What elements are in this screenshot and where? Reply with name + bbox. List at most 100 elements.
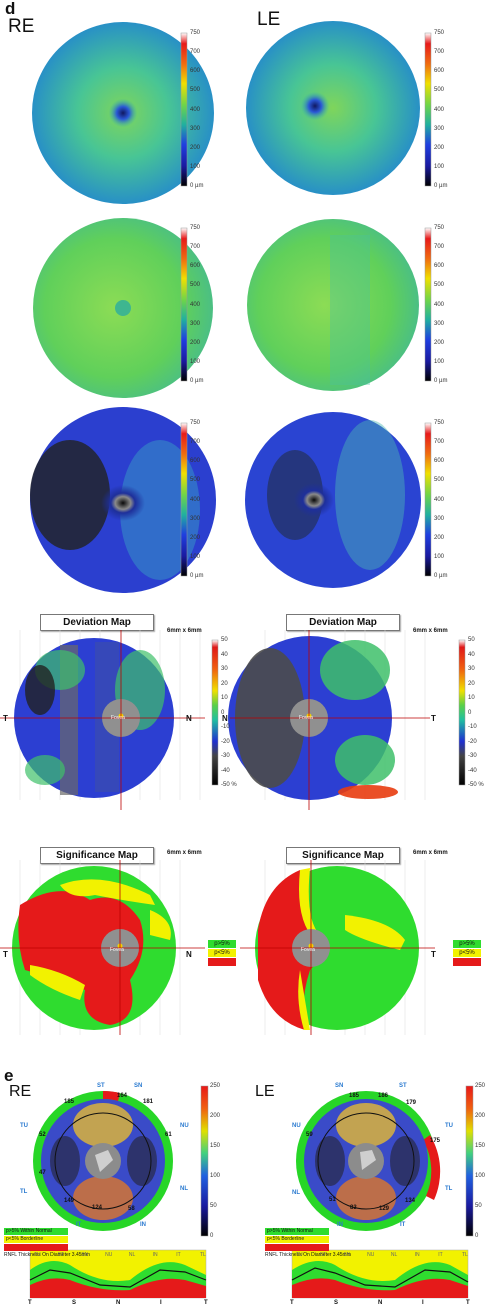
le-significance-size: 6mm x 6mm (413, 850, 448, 856)
re-deviation-fovea: Fovea (111, 715, 125, 721)
thickness-scale-0-tick: 500 (190, 87, 201, 94)
le-rnfl-scale-tick: 150 (475, 1143, 485, 1149)
deviation-maps (0, 630, 466, 810)
re-significance-fovea: Fovea (110, 947, 124, 953)
re-tsnit-sector-label: ST (57, 1252, 65, 1258)
thickness-scale-4-tick: 400 (190, 496, 201, 503)
le-tsnit-axis-label: T (466, 1300, 470, 1306)
rnfl-maps (29, 1085, 474, 1299)
thickness-scale-3-tick: 200 (434, 339, 445, 346)
le-sig-legend-outside: p<1% (453, 958, 481, 966)
thickness-scale-1-tick: 0 µm (434, 183, 448, 189)
le-tsnit-sector-label: IN (414, 1252, 420, 1258)
re-significance-map-title: Significance Map (40, 847, 154, 864)
re-deviation-scale-tick: -30 (221, 753, 230, 759)
re-tsnit-axis-label: T (28, 1300, 32, 1306)
le-value-nasal-upper: 59 (306, 1132, 313, 1138)
re-sector-in: IN (140, 1222, 146, 1228)
le-value-temporal-lower: 134 (405, 1198, 416, 1204)
le-deviation-scale-tick: -40 (468, 767, 477, 774)
re-rnfl-eye-label: RE (9, 1083, 32, 1100)
thickness-scale-3-tick: 600 (434, 263, 445, 270)
le-deviation-nasal: N (222, 714, 228, 723)
thickness-maps (30, 21, 432, 593)
le-sector-nu: NU (292, 1123, 301, 1129)
le-significance-fovea: Fovea (301, 947, 315, 953)
re-sig-legend-borderline: p<5% (208, 949, 236, 957)
thickness-scale-4-tick: 700 (190, 439, 201, 446)
le-sector-sn: SN (335, 1083, 344, 1089)
le-sector-st: ST (399, 1083, 407, 1089)
le-significance-temporal: T (431, 950, 436, 959)
re-deviation-scale-tick: -20 (221, 738, 230, 745)
le-significance-map-title: Significance Map (286, 847, 400, 864)
le-tsnit-sector-label: IT (438, 1252, 443, 1258)
le-rnfl-diameter: RNFL Thickness On Diameter 3.45mm (265, 1252, 351, 1258)
le-tsnit-sector-label: ST (319, 1252, 327, 1258)
thickness-scale-4-tick: 500 (190, 477, 201, 484)
thickness-scale-2-tick: 400 (190, 301, 201, 308)
significance-maps (0, 860, 435, 1035)
le-layer2-thickness-map (247, 219, 419, 391)
le-rnfl-legend-borderline: p<5% Borderline (265, 1236, 329, 1243)
le-value-inferior-temporal: 129 (379, 1206, 390, 1212)
le-rnfl-legend-outside: p<1% Outside Normal (265, 1244, 329, 1251)
re-sector-sn: SN (134, 1083, 143, 1089)
re-rnfl-scale-tick: 0 (210, 1233, 214, 1239)
re-deviation-temporal: T (3, 714, 8, 723)
le-deviation-scale-tick: 0 (468, 709, 472, 716)
re-deviation-scale-tick: 30 (221, 666, 228, 672)
thickness-scale-2-tick: 750 (190, 225, 201, 231)
le-deviation-scale-tick: -30 (468, 753, 477, 759)
thickness-scale-1-tick: 600 (434, 68, 445, 75)
re-tsnit-sector-label: IT (176, 1252, 181, 1258)
le-sig-legend-normal: p>5% (453, 940, 481, 948)
thickness-scale-5-tick: 200 (434, 534, 445, 541)
re-rnfl-legend-normal: p>5% Within Normal (4, 1228, 68, 1235)
re-value-temporal-lower: 47 (39, 1170, 46, 1176)
re-sector-nu: NU (180, 1123, 189, 1129)
re-sector-st: ST (97, 1083, 105, 1089)
thickness-scale-5-tick: 500 (434, 477, 445, 484)
le-sig-legend-borderline: p<5% (453, 949, 481, 957)
thickness-scale-2-tick: 300 (190, 320, 201, 327)
le-value-inferior-nasal: 83 (350, 1205, 357, 1211)
le-total-thickness-map (246, 21, 420, 195)
re-deviation-map-title: Deviation Map (40, 614, 154, 631)
le-rnfl-scale-tick: 0 (475, 1233, 479, 1239)
re-rnfl-scale-tick: 150 (210, 1143, 221, 1149)
thickness-scale-5-tick: 300 (434, 515, 445, 522)
thickness-scale-3-tick: 400 (434, 301, 445, 308)
re-value-lower-temporal: 149 (64, 1198, 75, 1204)
le-tsnit-axis-label: T (290, 1300, 294, 1306)
le-rnfl-legend-normal: p>5% Within Normal (265, 1228, 329, 1235)
re-significance-size: 6mm x 6mm (167, 850, 202, 856)
re-rnfl-legend-outside: p<1% Outside Normal (4, 1244, 68, 1251)
thickness-scale-3-tick: 0 µm (434, 378, 448, 384)
thickness-scale-5-tick: 600 (434, 458, 445, 465)
le-value-superior-temporal: 179 (406, 1100, 417, 1106)
re-significance-nasal: N (186, 950, 192, 959)
le-deviation-scale-tick: 20 (468, 680, 475, 687)
re-value-temporal-upper: 52 (39, 1132, 46, 1138)
thickness-scale-2-tick: 500 (190, 282, 201, 289)
re-sector-nl: NL (180, 1186, 188, 1192)
thickness-scale-5-tick: 100 (434, 553, 445, 560)
re-deviation-scale-tick: 0 (221, 709, 225, 716)
le-deviation-fovea: Fovea (299, 715, 313, 721)
le-deviation-size: 6mm x 6mm (413, 628, 448, 634)
le-tsnit-axis-label: N (378, 1300, 383, 1306)
le-rnfl-eye-label: LE (255, 1083, 275, 1100)
thickness-scale-3-tick: 750 (434, 225, 445, 231)
le-sector-nl: NL (292, 1190, 300, 1196)
le-sector-tl: TL (445, 1186, 453, 1192)
re-sector-tl: TL (20, 1189, 28, 1195)
re-tsnit-sector-label: NL (128, 1252, 136, 1258)
re-value-top: 164 (117, 1093, 128, 1099)
re-rnfl-scale-tick: 100 (210, 1173, 221, 1179)
le-deviation-scale-tick: 10 (468, 695, 475, 701)
re-value-superior-temporal: 185 (64, 1099, 75, 1105)
thickness-scale-2-tick: 700 (190, 244, 201, 251)
re-rnfl-scale-tick: 250 (210, 1083, 221, 1089)
le-rnfl-scale-tick: 100 (475, 1173, 485, 1179)
